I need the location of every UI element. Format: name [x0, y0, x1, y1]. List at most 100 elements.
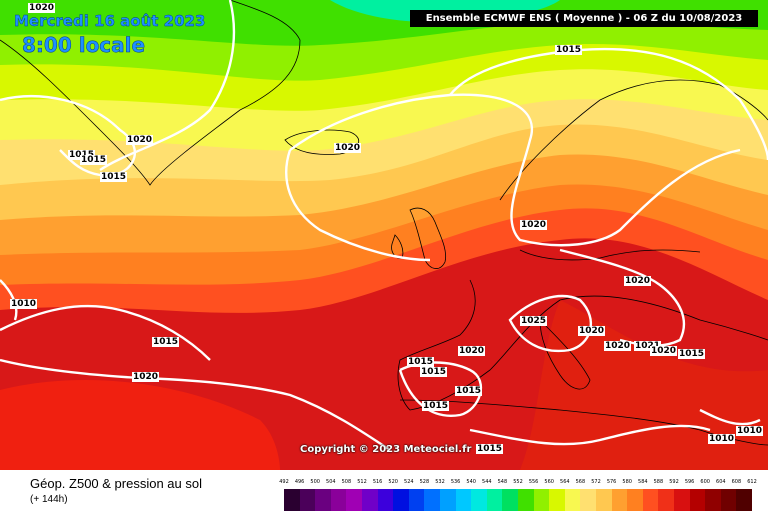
isobar-1015-iberia — [398, 361, 482, 417]
scale-swatch — [580, 489, 597, 511]
isobar-label: 1015 — [100, 172, 128, 182]
isobar-label: 1020 — [28, 3, 56, 13]
scale-tick-label: 500 — [310, 479, 320, 485]
scale-tick-label: 556 — [528, 479, 539, 485]
isobar-label: 1015 — [455, 386, 483, 396]
scale-tick-label: 580 — [622, 479, 632, 485]
legend-footer: Géop. Z500 & pression au sol (+ 144h) 49… — [0, 470, 768, 512]
isobar-1010-west — [0, 279, 18, 321]
scale-swatch — [642, 489, 659, 511]
weather-map: Mercredi 16 août 2023 8:00 locale Ensemb… — [0, 0, 768, 470]
band-592 — [0, 380, 280, 470]
scale-tick-label: 600 — [700, 479, 710, 485]
scale-tick-label: 576 — [606, 479, 617, 485]
scale-swatch — [549, 489, 566, 511]
isobar-1015-north — [449, 47, 768, 161]
scale-swatch — [471, 489, 488, 511]
scale-swatch — [315, 489, 332, 511]
isobar-1020-greenland — [0, 95, 137, 177]
isobar-label: 1015 — [420, 367, 448, 377]
model-info: Ensemble ECMWF ENS ( Moyenne ) - 06 Z du… — [410, 10, 758, 27]
isobar-label: 1015 — [152, 337, 180, 347]
isobar-label: 1015 — [678, 349, 706, 359]
isobar-label: 1010 — [10, 299, 38, 309]
iceland-coast — [284, 129, 360, 155]
scale-tick-label: 608 — [731, 479, 742, 485]
scale-swatch — [689, 489, 706, 511]
scale-tick-label: 536 — [450, 479, 461, 485]
scale-tick-label: 568 — [575, 479, 586, 485]
map-canvas — [0, 0, 768, 470]
isobar-label: 1015 — [80, 155, 108, 165]
scale-swatch — [720, 489, 737, 511]
forecast-hour: 8:00 locale — [22, 33, 146, 58]
isobar-label: 1015 — [407, 357, 435, 367]
isobar-label: 1020 — [624, 276, 652, 286]
uk-coast — [409, 207, 447, 269]
scale-swatch — [533, 489, 550, 511]
isobar-1020-iceland — [285, 149, 431, 262]
isobar-label: 1015 — [422, 401, 450, 411]
isobar-label: 1021 — [634, 341, 662, 351]
scale-swatch — [518, 489, 535, 511]
scale-swatch — [284, 489, 301, 511]
scale-tick-label: 564 — [560, 479, 570, 485]
scale-swatch — [658, 489, 675, 511]
isobar-label: 1020 — [126, 135, 154, 145]
scale-tick-label: 496 — [294, 479, 305, 485]
isobar-label: 1020 — [520, 220, 548, 230]
scale-tick-label: 532 — [435, 479, 445, 485]
scale-swatch — [440, 489, 457, 511]
scandinavia-coast — [499, 79, 768, 201]
scale-tick-label: 544 — [482, 479, 492, 485]
scale-tick-label: 596 — [684, 479, 695, 485]
isobar-1015-west — [0, 304, 211, 361]
scale-swatch — [299, 489, 316, 511]
scale-tick-label: 492 — [279, 479, 289, 485]
scale-tick-label: 584 — [638, 479, 648, 485]
scale-tick-label: 572 — [591, 479, 601, 485]
greenland-coast — [0, 0, 301, 186]
scale-tick-label: 612 — [747, 479, 757, 485]
isobar-1015-africa — [469, 424, 711, 446]
scale-swatch — [377, 489, 394, 511]
scale-swatch — [330, 489, 347, 511]
scale-tick-label: 548 — [497, 479, 508, 485]
scale-swatch — [736, 489, 753, 511]
scale-tick-label: 516 — [372, 479, 383, 485]
isobar-label: 1015 — [555, 45, 583, 55]
isobar-1010-east — [699, 408, 761, 426]
scale-swatch — [674, 489, 691, 511]
scale-tick-label: 504 — [326, 479, 336, 485]
scale-tick-label: 588 — [653, 479, 664, 485]
scale-tick-label: 540 — [466, 479, 476, 485]
parameter-title: Géop. Z500 & pression au sol — [30, 476, 202, 491]
scale-tick-label: 528 — [419, 479, 430, 485]
scale-tick-label: 512 — [357, 479, 367, 485]
scale-tick-label: 508 — [341, 479, 352, 485]
isobar-label: 1020 — [578, 326, 606, 336]
isobar-1015-greenland — [99, 0, 236, 171]
scale-swatch — [408, 489, 425, 511]
scale-tick-label: 520 — [388, 479, 398, 485]
isobar-1020-atlantic — [289, 93, 741, 247]
scale-swatch — [502, 489, 519, 511]
isobar-1020-south — [0, 358, 391, 451]
lead-time: (+ 144h) — [30, 494, 68, 505]
isobar-label: 1020 — [604, 341, 632, 351]
isobar-label: 1020 — [334, 143, 362, 153]
scale-swatch — [346, 489, 363, 511]
isobar-label: 1010 — [736, 426, 764, 436]
scale-swatch — [596, 489, 613, 511]
coastlines — [0, 0, 768, 446]
scale-swatch — [393, 489, 410, 511]
scale-swatch — [705, 489, 722, 511]
scale-swatch — [611, 489, 628, 511]
baltic-coast — [519, 249, 701, 261]
continent-coast — [397, 279, 768, 411]
isobar-label: 1020 — [132, 372, 160, 382]
scale-tick-label: 592 — [669, 479, 679, 485]
scale-tick-label: 524 — [404, 479, 414, 485]
scale-swatch — [362, 489, 379, 511]
scale-swatch — [455, 489, 472, 511]
